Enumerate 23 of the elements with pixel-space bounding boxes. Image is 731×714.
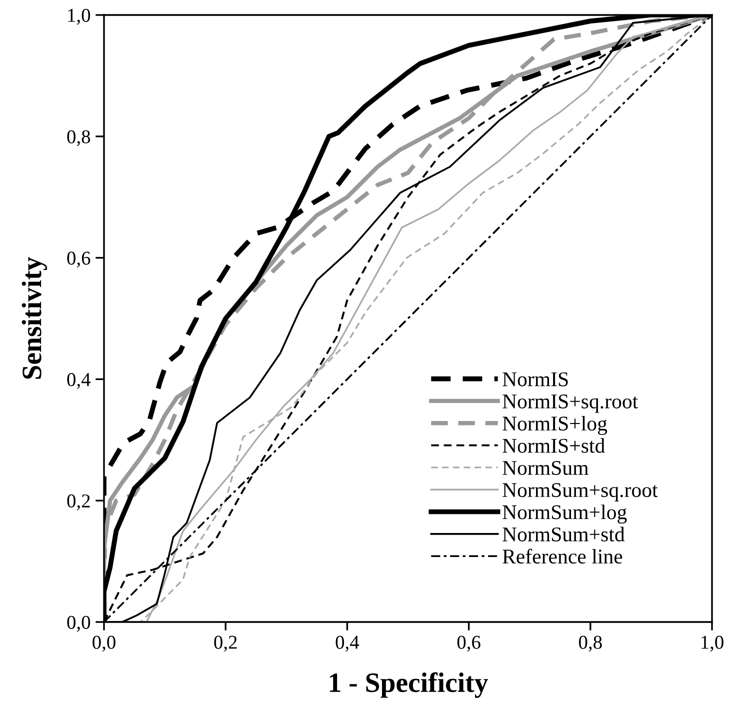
x-tick-label: 0,4 [336, 636, 360, 652]
legend-label: NormSum+log [502, 504, 627, 524]
legend-label: NormSum+std [502, 526, 625, 542]
legend-label: NormIS+std [502, 438, 605, 453]
x-tick-label: 0,6 [457, 636, 480, 652]
x-axis-title: 1 - Specificity [330, 672, 488, 698]
legend-label: Reference line [502, 548, 622, 564]
y-tick-label: 1,0 [68, 8, 90, 25]
y-tick-label: 0,2 [67, 494, 90, 510]
y-tick-label: 0,4 [67, 373, 90, 389]
legend-label: NormIS+sq.root [502, 394, 638, 413]
legend-label: NormSum+sq.root [502, 483, 658, 502]
x-tick-label: 0,2 [214, 636, 237, 652]
x-tick-label: 0,8 [578, 636, 602, 652]
legend-label: NormIS+log [502, 416, 608, 435]
y-tick-label: 0,0 [67, 616, 90, 632]
y-tick-label: 0,8 [67, 130, 90, 146]
legend-label: NormSum [502, 460, 588, 475]
x-tick-label: 0,0 [92, 636, 116, 652]
y-tick-label: 0,6 [67, 252, 90, 268]
x-tick-label: 1,0 [702, 636, 724, 652]
legend-label: NormIS [502, 372, 568, 386]
y-axis-title: Sensitivity [22, 257, 48, 379]
